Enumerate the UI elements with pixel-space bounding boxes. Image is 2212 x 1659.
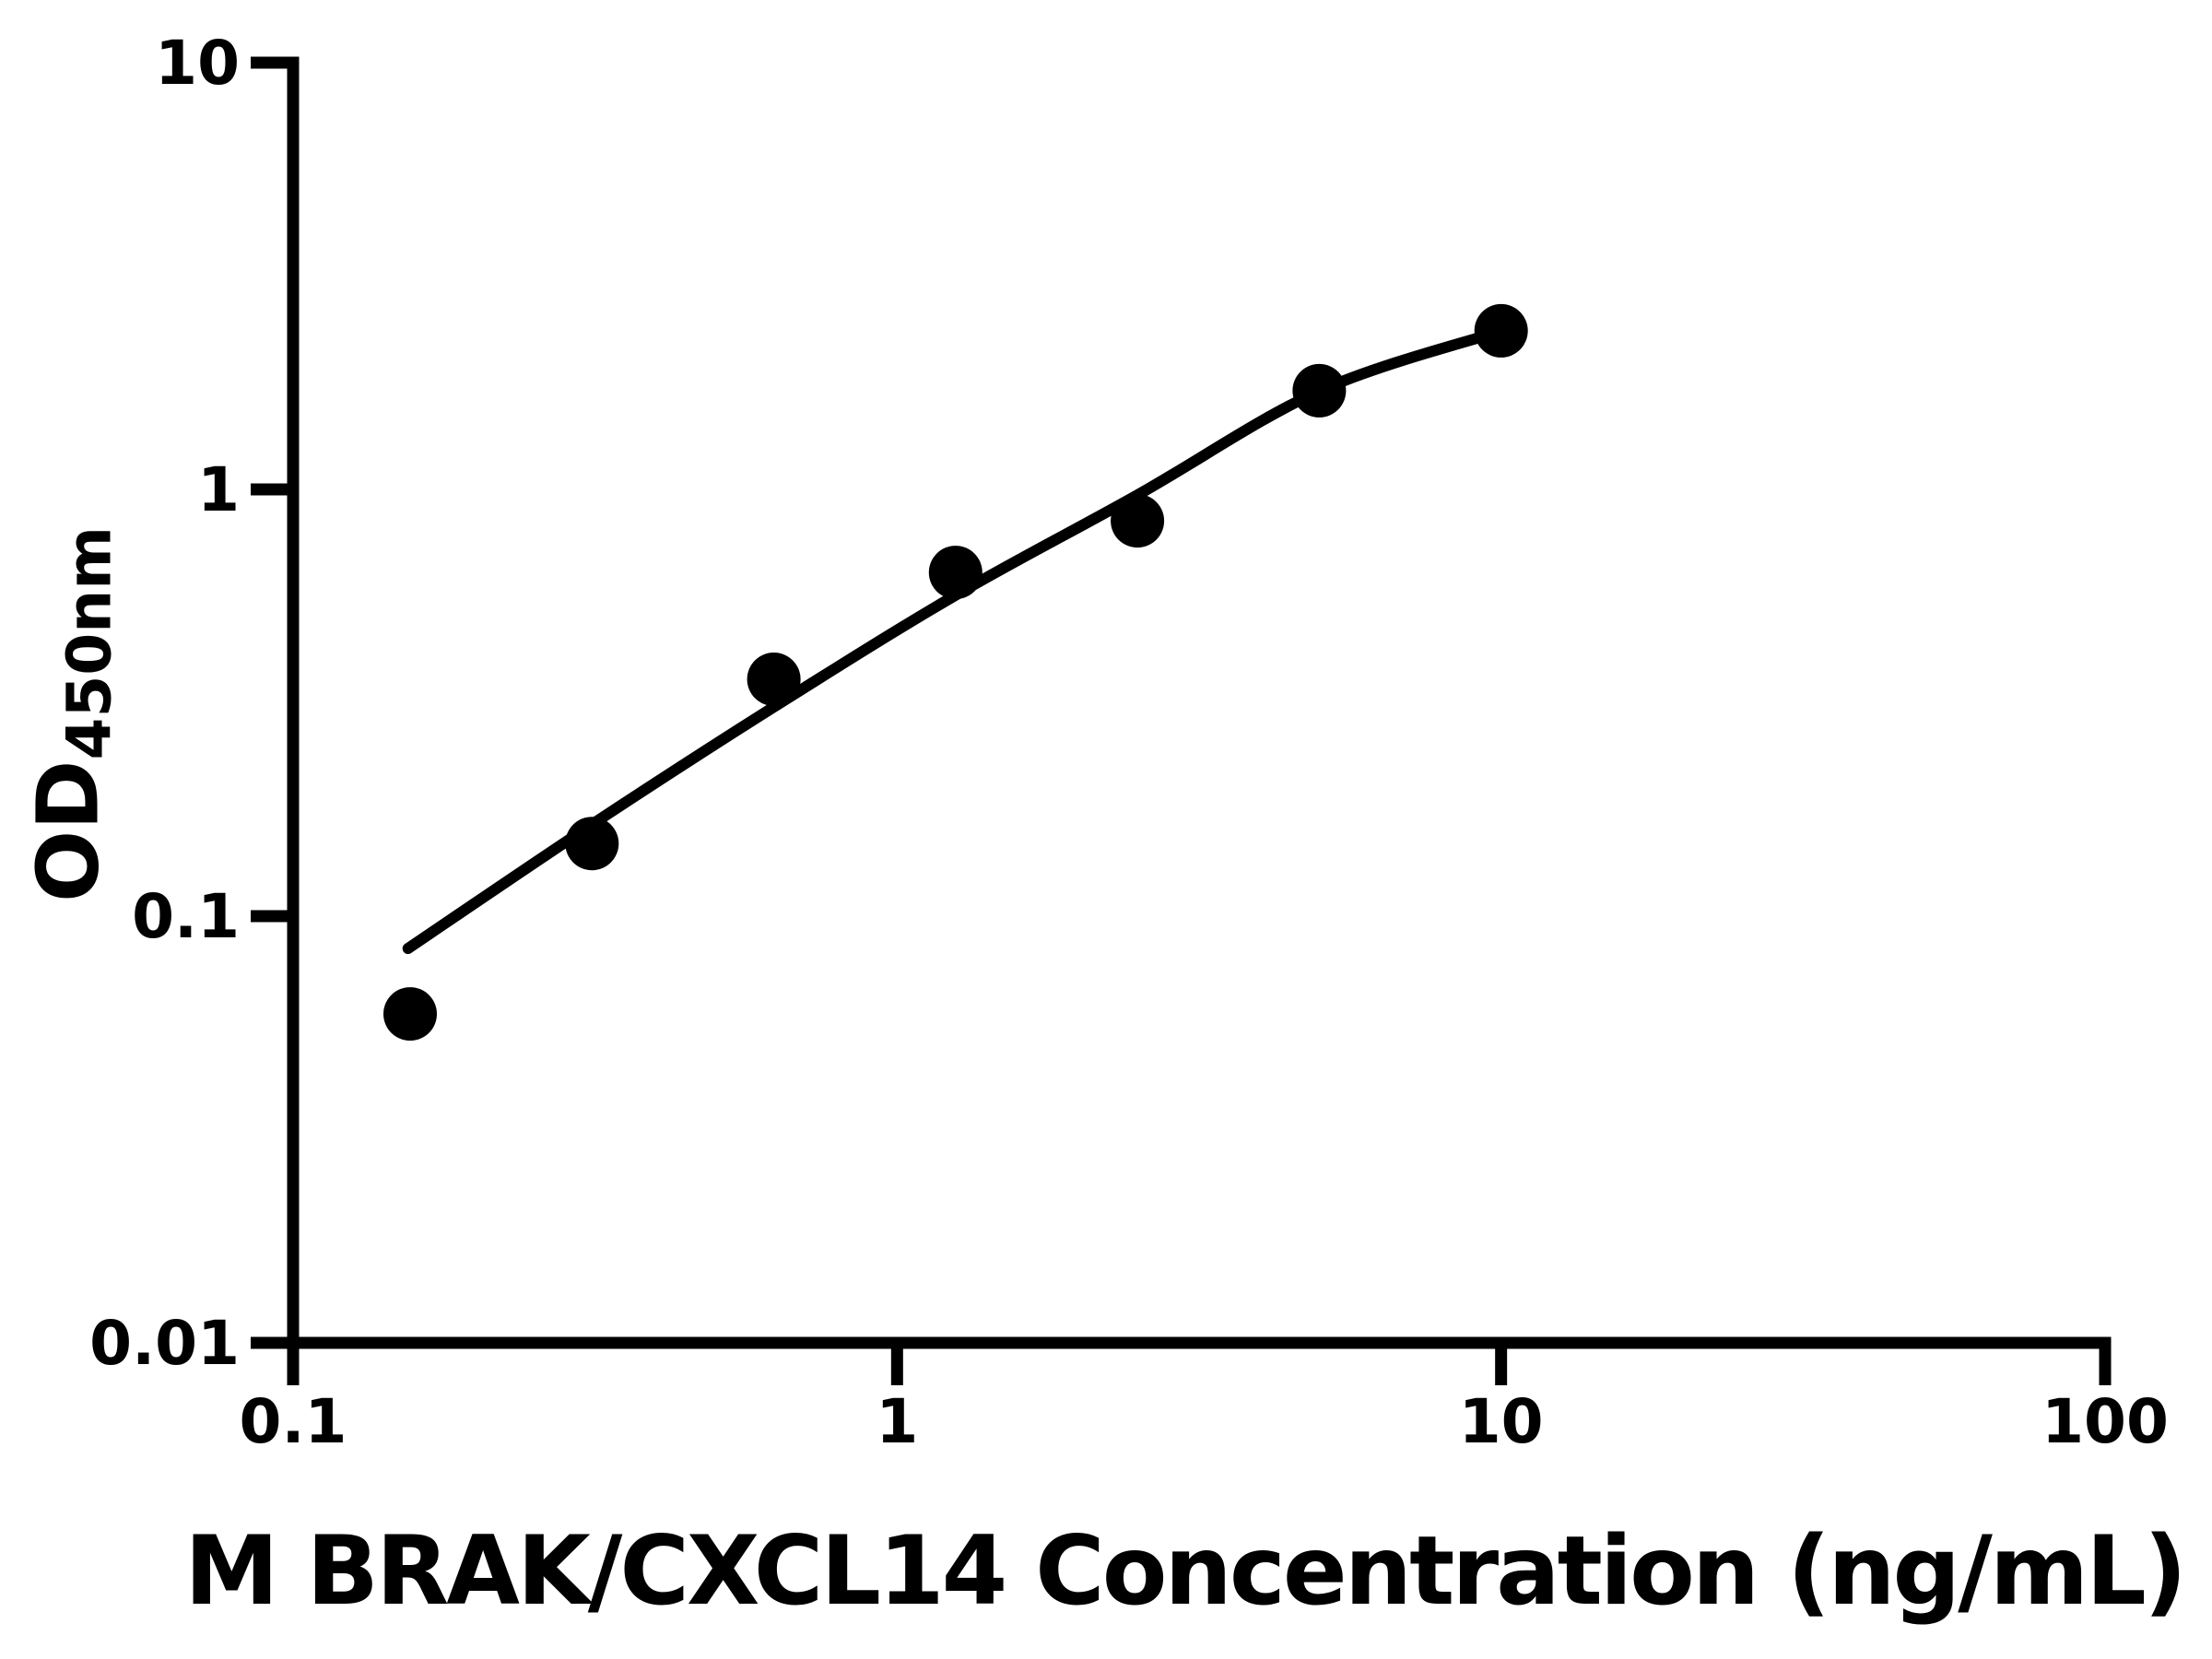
y-tick-label: 0.01 <box>89 1308 240 1379</box>
data-point <box>383 987 437 1041</box>
data-point <box>1474 303 1528 358</box>
y-tick-label: 1 <box>197 454 240 525</box>
data-point <box>565 817 619 871</box>
axis-frame <box>251 56 2112 1385</box>
x-tick-label: 1 <box>876 1386 918 1457</box>
y-axis-title: OD450nm <box>19 526 125 902</box>
y-tick-label: 10 <box>155 28 240 99</box>
data-point <box>1292 363 1347 418</box>
data-point <box>747 653 801 706</box>
y-axis-title-sub: 450nm <box>53 525 125 760</box>
x-tick-label: 100 <box>2041 1386 2169 1457</box>
y-tick-label: 0.1 <box>132 881 240 952</box>
y-axis-title-main: OD <box>18 759 118 903</box>
x-tick-label: 0.1 <box>240 1386 347 1457</box>
data-point <box>928 546 982 600</box>
x-tick-label: 10 <box>1459 1386 1544 1457</box>
data-point <box>1111 494 1165 548</box>
x-axis-title: M BRAK/CXCL14 Concentration (ng/mL) <box>184 1516 2187 1627</box>
